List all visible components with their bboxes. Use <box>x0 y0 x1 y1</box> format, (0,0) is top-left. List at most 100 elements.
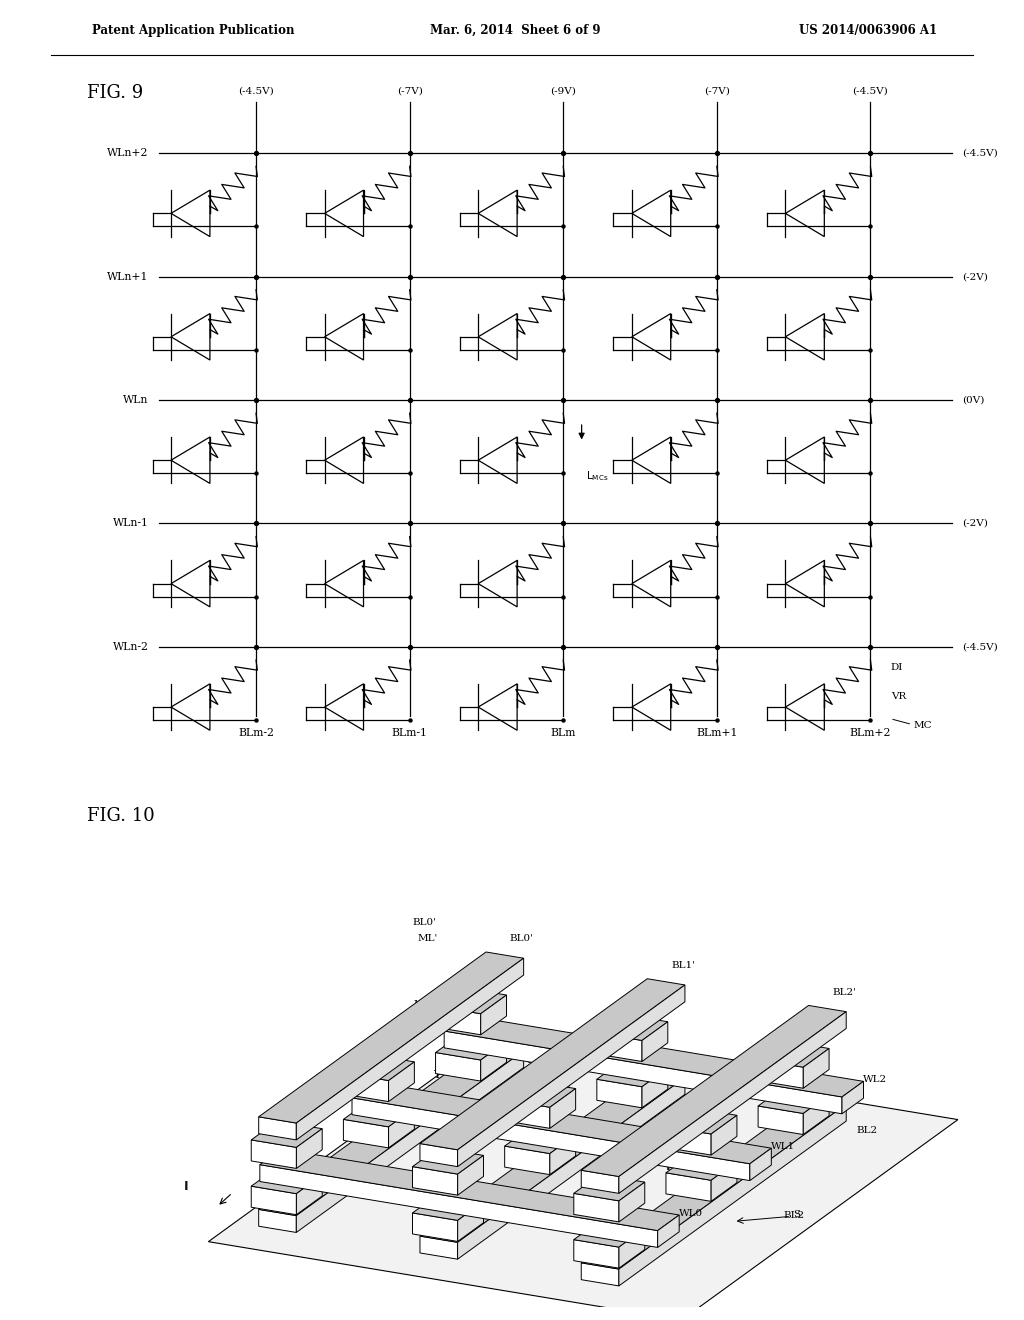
Polygon shape <box>618 1183 645 1222</box>
Text: MC: MC <box>913 721 932 730</box>
Text: BL2: BL2 <box>857 1126 878 1135</box>
Polygon shape <box>444 1015 863 1097</box>
Text: VR: VR <box>891 692 906 701</box>
Polygon shape <box>251 1121 323 1147</box>
Text: WL0: WL0 <box>679 1209 702 1218</box>
Polygon shape <box>573 1193 618 1222</box>
Text: Patent Application Publication: Patent Application Publication <box>92 24 295 37</box>
Polygon shape <box>758 1106 803 1134</box>
Text: X: X <box>542 1053 550 1063</box>
Text: BL0': BL0' <box>510 935 534 944</box>
Text: BL1: BL1 <box>695 1100 717 1109</box>
Polygon shape <box>618 1229 645 1269</box>
Polygon shape <box>413 1167 458 1195</box>
Text: BL2: BL2 <box>783 1212 805 1221</box>
Polygon shape <box>259 1209 296 1233</box>
Polygon shape <box>550 1135 575 1175</box>
Polygon shape <box>505 1100 550 1129</box>
Polygon shape <box>413 1195 483 1221</box>
Polygon shape <box>420 1143 458 1167</box>
Polygon shape <box>573 1175 645 1201</box>
Polygon shape <box>435 987 507 1014</box>
Text: $\mathsf{L_{MCs}}$: $\mathsf{L_{MCs}}$ <box>586 469 608 483</box>
Polygon shape <box>758 1060 803 1088</box>
Polygon shape <box>458 1077 685 1259</box>
Polygon shape <box>259 952 523 1123</box>
Text: (-4.5V): (-4.5V) <box>239 86 273 95</box>
Polygon shape <box>296 1129 323 1168</box>
Polygon shape <box>480 1041 507 1081</box>
Polygon shape <box>209 1041 957 1320</box>
Polygon shape <box>251 1140 296 1168</box>
Polygon shape <box>803 1048 829 1088</box>
Polygon shape <box>597 1034 642 1061</box>
Polygon shape <box>505 1127 575 1154</box>
Polygon shape <box>666 1107 737 1134</box>
Text: WL2: WL2 <box>863 1076 887 1084</box>
Polygon shape <box>758 1088 829 1114</box>
Polygon shape <box>343 1101 415 1127</box>
Text: ML': ML' <box>417 933 437 942</box>
Polygon shape <box>420 1236 458 1259</box>
Polygon shape <box>420 978 685 1150</box>
Polygon shape <box>618 1011 846 1193</box>
Text: US 2014/0063906 A1: US 2014/0063906 A1 <box>799 24 937 37</box>
Text: $\rm{I\!I}$: $\rm{I\!I}$ <box>183 1180 189 1193</box>
Text: ML: ML <box>414 999 431 1008</box>
Polygon shape <box>420 1072 685 1242</box>
Polygon shape <box>296 1175 323 1214</box>
Text: (-2V): (-2V) <box>963 272 988 281</box>
Polygon shape <box>458 1155 483 1195</box>
Polygon shape <box>582 1098 846 1269</box>
Polygon shape <box>352 1098 750 1180</box>
Text: (-7V): (-7V) <box>703 86 730 95</box>
Text: Mar. 6, 2014  Sheet 6 of 9: Mar. 6, 2014 Sheet 6 of 9 <box>430 24 601 37</box>
Text: MC': MC' <box>550 1086 571 1096</box>
Polygon shape <box>758 1041 829 1067</box>
Text: WLn+2: WLn+2 <box>106 148 148 158</box>
Text: DI: DI <box>891 663 903 672</box>
Text: BL0: BL0 <box>535 1072 555 1081</box>
Text: BLm-2: BLm-2 <box>238 729 274 738</box>
Text: BL2': BL2' <box>833 987 856 997</box>
Polygon shape <box>296 958 523 1140</box>
Polygon shape <box>259 1117 296 1140</box>
Text: (-4.5V): (-4.5V) <box>963 643 998 651</box>
Polygon shape <box>711 1115 737 1155</box>
Polygon shape <box>259 1044 523 1216</box>
Polygon shape <box>413 1148 483 1173</box>
Text: (-4.5V): (-4.5V) <box>963 149 998 157</box>
Polygon shape <box>597 1060 668 1086</box>
Polygon shape <box>582 1263 618 1286</box>
Polygon shape <box>435 1034 507 1060</box>
Text: (-7V): (-7V) <box>396 86 423 95</box>
Text: BLm+1: BLm+1 <box>696 729 737 738</box>
Polygon shape <box>435 1006 480 1035</box>
Polygon shape <box>435 1052 480 1081</box>
Polygon shape <box>251 1167 323 1193</box>
Polygon shape <box>582 1006 846 1176</box>
Polygon shape <box>573 1239 618 1269</box>
Polygon shape <box>480 995 507 1035</box>
Polygon shape <box>505 1081 575 1107</box>
Polygon shape <box>413 1213 458 1241</box>
Text: BLm-1: BLm-1 <box>391 729 428 738</box>
Polygon shape <box>251 1187 296 1214</box>
Polygon shape <box>642 1022 668 1061</box>
Polygon shape <box>842 1081 863 1114</box>
Text: (0V): (0V) <box>963 396 985 404</box>
Polygon shape <box>666 1126 711 1155</box>
Text: (-2V): (-2V) <box>963 519 988 528</box>
Text: BL1': BL1' <box>672 961 695 970</box>
Polygon shape <box>657 1214 679 1247</box>
Polygon shape <box>618 1105 846 1286</box>
Polygon shape <box>582 1171 618 1193</box>
Polygon shape <box>352 1082 771 1164</box>
Text: Z: Z <box>479 983 486 994</box>
Text: BLm+2: BLm+2 <box>850 729 891 738</box>
Text: $\rm{I\!I'}$: $\rm{I\!I'}$ <box>665 1160 675 1175</box>
Polygon shape <box>260 1164 657 1247</box>
Text: (-4.5V): (-4.5V) <box>853 86 888 95</box>
Polygon shape <box>388 1107 415 1148</box>
Text: WLn: WLn <box>123 395 148 405</box>
